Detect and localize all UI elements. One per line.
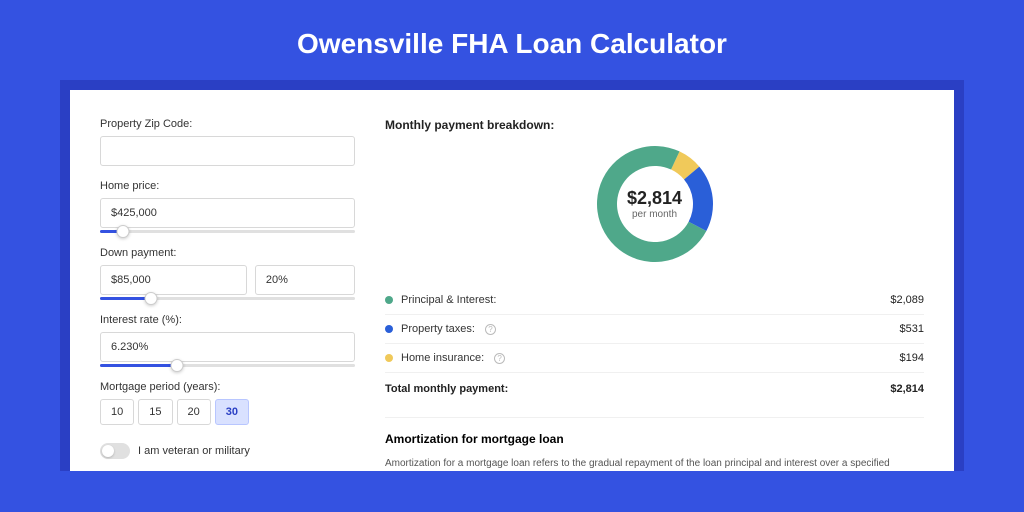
zip-field-group: Property Zip Code:	[100, 118, 355, 166]
mortgage-period-group: Mortgage period (years): 10152030	[100, 381, 355, 425]
veteran-toggle-row: I am veteran or military	[100, 443, 355, 459]
veteran-toggle-label: I am veteran or military	[138, 445, 250, 457]
interest-rate-slider-thumb[interactable]	[170, 359, 183, 372]
legend-row-2: Home insurance:? $194	[385, 343, 924, 372]
info-icon[interactable]: ?	[494, 353, 505, 364]
legend-label: Home insurance:	[401, 352, 484, 364]
legend: Principal & Interest: $2,089 Property taxe…	[385, 286, 924, 372]
calculator-card: Property Zip Code: Home price: Down paym…	[70, 90, 954, 471]
breakdown-column: Monthly payment breakdown: $2,814 per mo…	[385, 118, 924, 471]
down-payment-label: Down payment:	[100, 247, 355, 259]
mortgage-period-option-20[interactable]: 20	[177, 399, 211, 425]
home-price-slider[interactable]	[100, 230, 355, 233]
amortization-text: Amortization for a mortgage loan refers …	[385, 456, 924, 471]
interest-rate-label: Interest rate (%):	[100, 314, 355, 326]
legend-label: Property taxes:	[401, 323, 475, 335]
interest-rate-group: Interest rate (%):	[100, 314, 355, 367]
home-price-group: Home price:	[100, 180, 355, 233]
zip-label: Property Zip Code:	[100, 118, 355, 130]
down-payment-amount-input[interactable]	[100, 265, 247, 295]
donut-chart: $2,814 per month	[385, 144, 924, 264]
veteran-toggle-knob	[102, 445, 114, 457]
mortgage-period-option-10[interactable]: 10	[100, 399, 134, 425]
zip-input[interactable]	[100, 136, 355, 166]
donut-segment-1	[684, 167, 713, 231]
legend-value: $2,089	[890, 294, 924, 306]
home-price-input[interactable]	[100, 198, 355, 228]
amortization-title: Amortization for mortgage loan	[385, 417, 924, 446]
legend-row-1: Property taxes:? $531	[385, 314, 924, 343]
total-label: Total monthly payment:	[385, 383, 508, 395]
down-payment-slider-thumb[interactable]	[145, 292, 158, 305]
legend-value: $194	[900, 352, 924, 364]
donut-center: $2,814 per month	[627, 188, 682, 220]
legend-label: Principal & Interest:	[401, 294, 496, 306]
form-column: Property Zip Code: Home price: Down paym…	[100, 118, 355, 471]
home-price-label: Home price:	[100, 180, 355, 192]
interest-rate-input[interactable]	[100, 332, 355, 362]
down-payment-percent-input[interactable]	[255, 265, 355, 295]
legend-row-0: Principal & Interest: $2,089	[385, 286, 924, 314]
legend-dot	[385, 325, 393, 333]
interest-rate-slider[interactable]	[100, 364, 355, 367]
outer-frame: Property Zip Code: Home price: Down paym…	[60, 80, 964, 471]
breakdown-title: Monthly payment breakdown:	[385, 118, 924, 132]
donut-center-sub: per month	[627, 209, 682, 220]
mortgage-period-label: Mortgage period (years):	[100, 381, 355, 393]
down-payment-slider[interactable]	[100, 297, 355, 300]
veteran-toggle[interactable]	[100, 443, 130, 459]
mortgage-period-option-15[interactable]: 15	[138, 399, 172, 425]
donut-center-amount: $2,814	[627, 188, 682, 209]
legend-value: $531	[900, 323, 924, 335]
home-price-slider-thumb[interactable]	[116, 225, 129, 238]
legend-dot	[385, 354, 393, 362]
info-icon[interactable]: ?	[485, 324, 496, 335]
total-row: Total monthly payment: $2,814	[385, 372, 924, 409]
mortgage-period-option-30[interactable]: 30	[215, 399, 249, 425]
total-value: $2,814	[890, 383, 924, 395]
legend-dot	[385, 296, 393, 304]
down-payment-group: Down payment:	[100, 247, 355, 300]
mortgage-period-options: 10152030	[100, 399, 355, 425]
page-title: Owensville FHA Loan Calculator	[0, 0, 1024, 80]
